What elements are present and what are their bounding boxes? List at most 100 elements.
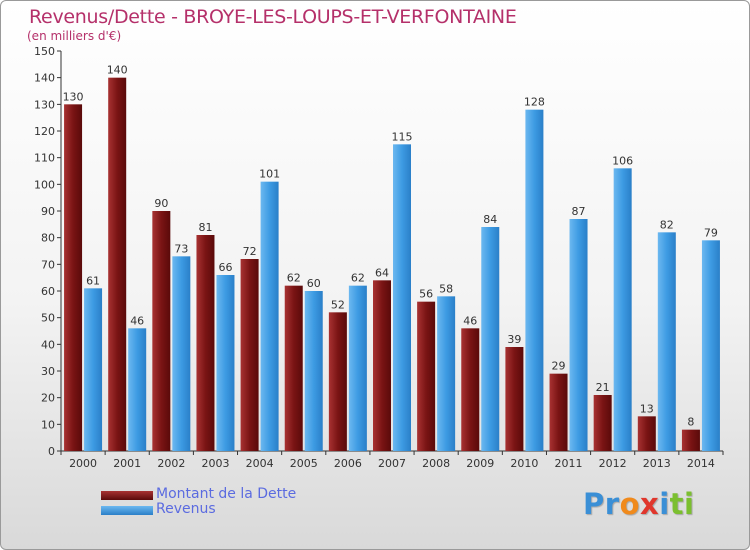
legend-swatch-debt <box>101 491 153 500</box>
x-tick-label: 2000 <box>69 457 97 470</box>
bar-revenus <box>172 256 191 451</box>
x-tick-label: 2009 <box>466 457 494 470</box>
y-tick-label: 130 <box>34 98 55 111</box>
bar-revenus <box>569 219 588 451</box>
y-tick-label: 140 <box>34 72 55 85</box>
data-label: 66 <box>218 261 232 274</box>
x-tick-label: 2004 <box>246 457 274 470</box>
data-label: 87 <box>572 205 586 218</box>
bar-dette <box>681 429 700 451</box>
legend-label-debt: Montant de la Dette <box>156 486 297 502</box>
y-tick-label: 120 <box>34 125 55 138</box>
x-tick-label: 2007 <box>378 457 406 470</box>
bar-dette <box>461 328 480 451</box>
bar-revenus <box>613 168 632 452</box>
x-tick-label: 2001 <box>113 457 141 470</box>
y-tick-label: 80 <box>41 232 55 245</box>
logo-part: x <box>640 487 660 521</box>
data-label: 39 <box>507 333 521 346</box>
bar-dette <box>152 211 171 451</box>
bar-revenus <box>393 144 411 452</box>
bar-dette <box>637 416 656 451</box>
bar-dette <box>64 104 83 451</box>
bar-dette <box>505 347 524 451</box>
data-label: 46 <box>130 314 144 327</box>
data-label: 21 <box>596 381 610 394</box>
data-label: 90 <box>154 197 168 210</box>
bar-dette <box>417 301 436 451</box>
bar-revenus <box>260 181 279 451</box>
bar-dette <box>373 280 391 451</box>
bar-dette <box>240 259 259 451</box>
data-label: 84 <box>483 213 497 226</box>
logo-part: o <box>619 487 640 521</box>
data-label: 52 <box>331 298 345 311</box>
data-label: 60 <box>307 277 321 290</box>
logo-part: ti <box>669 487 695 521</box>
chart-subtitle: (en milliers d'€) <box>27 29 122 43</box>
bar-revenus <box>701 240 720 451</box>
data-label: 101 <box>259 168 280 181</box>
chart-title: Revenus/Dette - BROYE-LES-LOUPS-ET-VERFO… <box>29 6 517 28</box>
bar-dette <box>284 285 303 451</box>
y-tick-label: 50 <box>41 312 55 325</box>
legend-swatch-revenus <box>101 506 153 515</box>
bar-dette <box>328 312 347 451</box>
logo-part: i <box>659 487 670 521</box>
proxiti-logo: Proxiti <box>583 487 694 521</box>
x-tick-label: 2006 <box>334 457 362 470</box>
bar-revenus <box>481 227 500 451</box>
bar-revenus <box>304 291 323 451</box>
data-label: 13 <box>640 402 654 415</box>
data-label: 82 <box>660 218 674 231</box>
bar-revenus <box>657 232 676 451</box>
bar-revenus <box>348 285 367 451</box>
x-tick-label: 2012 <box>599 457 627 470</box>
x-tick-label: 2013 <box>643 457 671 470</box>
y-tick-label: 60 <box>41 285 55 298</box>
logo-part: Pr <box>583 487 620 521</box>
data-label: 130 <box>63 90 84 103</box>
y-tick-label: 0 <box>48 445 55 458</box>
y-tick-label: 70 <box>41 258 55 271</box>
data-label: 62 <box>287 272 301 285</box>
data-label: 61 <box>86 274 100 287</box>
y-tick-label: 20 <box>41 392 55 405</box>
data-label: 29 <box>552 360 566 373</box>
bar-revenus <box>216 275 235 451</box>
bar-dette <box>108 77 127 452</box>
y-tick-label: 10 <box>41 418 55 431</box>
x-tick-label: 2005 <box>290 457 318 470</box>
data-label: 72 <box>243 245 257 258</box>
y-tick-label: 90 <box>41 205 55 218</box>
data-label: 64 <box>375 266 389 279</box>
x-tick-label: 2003 <box>201 457 229 470</box>
y-tick-label: 110 <box>34 152 55 165</box>
bar-revenus <box>437 296 456 451</box>
y-tick-label: 30 <box>41 365 55 378</box>
data-label: 106 <box>612 154 633 167</box>
data-label: 115 <box>392 130 413 143</box>
x-tick-label: 2008 <box>422 457 450 470</box>
data-label: 62 <box>351 272 365 285</box>
y-tick-label: 150 <box>34 45 55 58</box>
data-label: 73 <box>174 242 188 255</box>
y-tick-label: 40 <box>41 338 55 351</box>
data-label: 140 <box>107 64 128 77</box>
bar-dette <box>196 235 215 451</box>
bar-revenus <box>525 109 544 452</box>
x-tick-label: 2002 <box>157 457 185 470</box>
y-tick-label: 100 <box>34 178 55 191</box>
x-tick-label: 2010 <box>510 457 538 470</box>
legend-label-revenus: Revenus <box>156 501 216 517</box>
data-label: 46 <box>463 314 477 327</box>
bar-revenus <box>84 288 103 451</box>
data-label: 56 <box>419 288 433 301</box>
x-tick-label: 2011 <box>555 457 583 470</box>
data-label: 8 <box>687 416 694 429</box>
data-label: 128 <box>524 96 545 109</box>
bar-revenus <box>128 328 147 451</box>
bar-dette <box>549 373 568 451</box>
